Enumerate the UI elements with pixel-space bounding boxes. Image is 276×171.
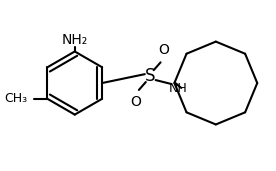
Text: O: O — [158, 43, 169, 57]
Text: NH: NH — [169, 82, 188, 95]
Text: S: S — [144, 67, 155, 85]
Text: O: O — [131, 95, 141, 109]
Text: NH₂: NH₂ — [62, 33, 88, 47]
Text: CH₃: CH₃ — [5, 92, 28, 105]
